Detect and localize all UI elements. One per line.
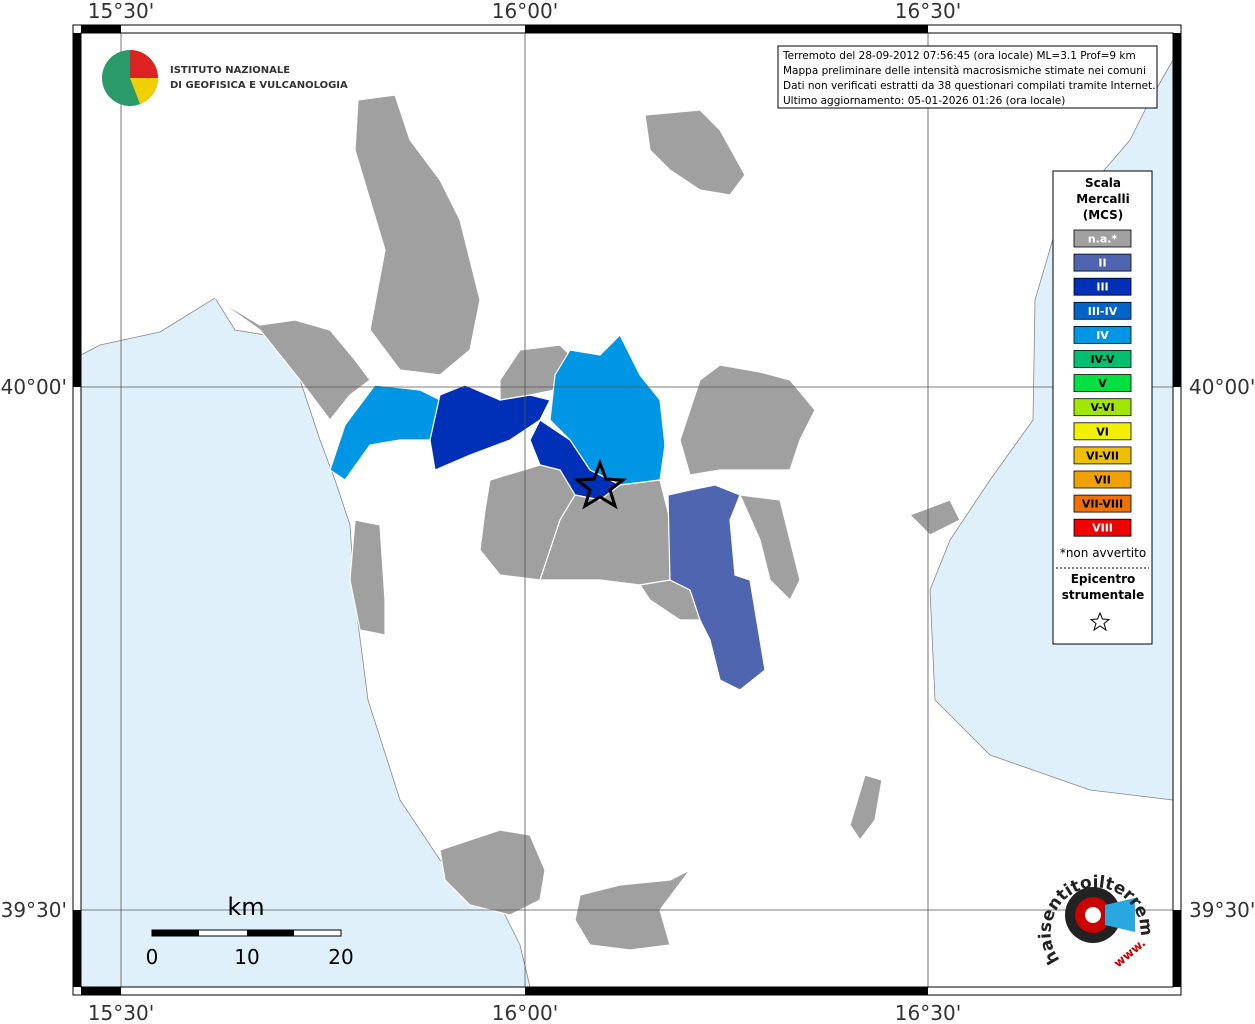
tick-label: 16°30': [895, 1001, 961, 1024]
info-line: Terremoto del 28-09-2012 07:56:45 (ora l…: [782, 50, 1136, 62]
region: [667, 484, 766, 691]
scale-segment: [247, 930, 294, 936]
scale-label: 20: [328, 945, 353, 969]
region: [214, 297, 371, 421]
tick-label: 39°30': [1, 898, 67, 922]
region: [908, 499, 961, 536]
legend-label: II: [1098, 257, 1106, 270]
tick-label: 16°00': [492, 0, 558, 23]
scale-bar: km 0 10 20: [146, 893, 354, 969]
legend-swatch: [1073, 470, 1132, 489]
watermark-megaphone: [1105, 898, 1135, 932]
legend-swatch: [1073, 253, 1132, 272]
scale-label: 10: [234, 945, 259, 969]
region: [354, 94, 481, 376]
frame-bar: [525, 987, 928, 995]
legend-label: VI-VII: [1086, 449, 1119, 462]
frame-bar: [1173, 910, 1181, 987]
tick-label: 39°30': [1189, 898, 1255, 922]
frame-bar: [525, 25, 928, 33]
info-line: Dati non verificati estratti da 38 quest…: [783, 80, 1156, 92]
legend-title: strumentale: [1062, 588, 1145, 602]
legend-title: (MCS): [1083, 208, 1124, 222]
tick-label: 40°00': [1, 375, 67, 399]
epicenter-star: [572, 458, 628, 510]
legend-swatch: [1073, 398, 1132, 417]
logo-text: DI GEOFISICA E VULCANOLOGIA: [170, 80, 348, 91]
logo: ISTITUTO NAZIONALE DI GEOFISICA E VULCAN…: [102, 50, 348, 106]
region: [439, 829, 546, 916]
legend-swatch: [1073, 277, 1132, 296]
legend-swatch: [1073, 518, 1132, 537]
legend-swatch: [1073, 350, 1132, 368]
legend: Scala Mercalli (MCS) *non avvertito Epic…: [1052, 170, 1153, 645]
legend-label: VII: [1094, 474, 1111, 487]
legend-label: III: [1096, 281, 1108, 294]
legend-swatch: [1073, 446, 1132, 465]
legend-swatch: [1073, 374, 1132, 393]
legend-title: Epicentro: [1071, 572, 1136, 586]
frame: [72, 24, 1182, 996]
legend-label: VIII: [1092, 522, 1113, 535]
legend-label: V-VI: [1090, 401, 1114, 414]
region: [329, 384, 441, 481]
frame-bar: [81, 25, 121, 33]
info-line: Mappa preliminare delle intensità macros…: [783, 65, 1146, 77]
info-box: Terremoto del 28-09-2012 07:56:45 (ora l…: [777, 45, 1158, 109]
legend-swatch: [1073, 229, 1132, 248]
legend-swatch: [1073, 494, 1132, 513]
logo-text: ISTITUTO NAZIONALE: [170, 65, 290, 76]
region: [644, 109, 746, 196]
legend-note: *non avvertito: [1060, 546, 1146, 560]
logo-globe: [130, 78, 158, 104]
legend-label: IV: [1096, 329, 1109, 342]
legend-label: IV-V: [1090, 353, 1115, 366]
frame-bar: [73, 33, 81, 387]
tick-label: 40°00': [1189, 375, 1255, 399]
tick-label: 15°30': [88, 0, 154, 23]
tick-label: 16°30': [895, 0, 961, 23]
legend-swatch: [1073, 325, 1132, 344]
legend-label: V: [1098, 377, 1107, 390]
legend-swatch: [1073, 422, 1132, 441]
info-line: Ultimo aggiornamento: 05-01-2026 01:26 (…: [783, 95, 1065, 107]
legend-label: III-IV: [1088, 305, 1118, 318]
tick-label: 16°00': [492, 1001, 558, 1024]
legend-label: VII-VIII: [1082, 498, 1123, 511]
legend-star: [1089, 611, 1111, 632]
scale-segment: [152, 930, 199, 936]
region: [849, 774, 883, 842]
tick-label: 15°30': [88, 1001, 154, 1024]
region: [739, 494, 801, 602]
legend-label: VI: [1096, 425, 1109, 438]
watermark-target: [1085, 907, 1101, 923]
legend-title: Mercalli: [1076, 192, 1130, 206]
legend-swatch: [1073, 301, 1132, 320]
scale-unit: km: [227, 893, 264, 921]
legend-title: Scala: [1085, 176, 1121, 190]
scale-label: 0: [146, 945, 159, 969]
legend-label: n.a.*: [1088, 233, 1118, 246]
graticule: [81, 33, 1173, 987]
region: [349, 519, 386, 636]
frame-bar: [1173, 33, 1181, 387]
logo-globe: [130, 50, 158, 78]
frame-bar: [81, 987, 121, 995]
frame-bar: [73, 910, 81, 987]
region: [679, 364, 816, 476]
info-frame: [777, 45, 1158, 109]
